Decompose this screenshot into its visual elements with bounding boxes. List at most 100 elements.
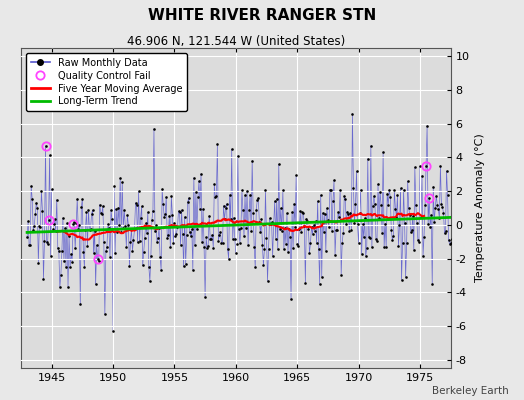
Point: [24, 218, 32, 224]
Point: [141, 220, 150, 226]
Point: [149, 208, 157, 215]
Point: [117, 228, 125, 235]
Point: [105, 225, 113, 232]
Point: [446, 240, 455, 247]
Point: [222, 201, 231, 207]
Point: [234, 152, 242, 159]
Point: [180, 214, 189, 220]
Point: [380, 243, 388, 250]
Point: [61, 225, 69, 232]
Point: [60, 258, 68, 264]
Point: [407, 228, 415, 235]
Point: [309, 222, 318, 228]
Point: [143, 230, 151, 236]
Point: [201, 294, 209, 300]
Point: [418, 172, 426, 179]
Point: [178, 231, 187, 237]
Point: [95, 201, 104, 208]
Point: [435, 215, 444, 221]
Point: [312, 240, 321, 246]
Point: [219, 240, 227, 246]
Point: [315, 280, 324, 287]
Point: [49, 225, 57, 232]
Point: [47, 252, 55, 259]
Point: [193, 226, 201, 232]
Point: [166, 244, 174, 250]
Point: [231, 236, 239, 242]
Point: [220, 202, 228, 209]
Point: [438, 204, 446, 210]
Point: [251, 264, 259, 270]
Point: [291, 224, 299, 230]
Point: [345, 228, 354, 234]
Point: [287, 296, 295, 302]
Point: [122, 243, 130, 250]
Point: [207, 236, 215, 242]
Point: [305, 250, 314, 256]
Point: [313, 198, 322, 204]
Point: [318, 274, 326, 280]
Point: [333, 226, 341, 233]
Point: [77, 204, 85, 210]
Point: [99, 203, 107, 209]
Point: [351, 201, 359, 208]
Point: [285, 226, 293, 232]
Point: [173, 224, 182, 231]
Point: [416, 163, 424, 170]
Point: [133, 202, 141, 209]
Point: [396, 185, 405, 192]
Point: [359, 234, 368, 240]
Point: [145, 264, 153, 270]
Point: [323, 205, 331, 212]
Point: [103, 244, 111, 250]
Point: [114, 204, 122, 211]
Point: [419, 252, 427, 259]
Point: [104, 221, 112, 228]
Point: [295, 226, 303, 232]
Point: [59, 215, 67, 221]
Point: [411, 164, 419, 171]
Point: [255, 219, 264, 225]
Point: [184, 195, 193, 201]
Point: [331, 252, 339, 258]
Point: [56, 284, 64, 290]
Point: [434, 206, 443, 213]
Point: [160, 214, 168, 220]
Point: [232, 249, 240, 256]
Point: [437, 201, 445, 208]
Point: [91, 227, 99, 234]
Point: [428, 280, 436, 287]
Point: [135, 188, 143, 194]
Point: [196, 206, 204, 212]
Point: [266, 220, 275, 227]
Point: [112, 206, 121, 212]
Point: [138, 262, 147, 268]
Point: [147, 252, 155, 259]
Point: [163, 235, 171, 241]
Point: [50, 216, 59, 222]
Point: [375, 214, 383, 221]
Point: [412, 202, 420, 208]
Point: [322, 248, 330, 254]
Point: [368, 244, 376, 251]
Point: [108, 216, 116, 222]
Point: [132, 200, 140, 206]
Point: [28, 196, 36, 202]
Point: [264, 278, 272, 284]
Point: [195, 178, 203, 184]
Point: [423, 122, 431, 129]
Point: [289, 245, 297, 252]
Point: [339, 229, 347, 236]
Point: [443, 192, 452, 198]
Point: [324, 217, 332, 224]
Point: [64, 284, 72, 290]
Point: [429, 183, 438, 190]
Point: [355, 210, 364, 216]
Point: [93, 256, 102, 262]
Point: [129, 237, 138, 243]
Point: [226, 216, 235, 222]
Point: [302, 216, 311, 222]
Point: [436, 163, 444, 169]
Point: [390, 187, 399, 194]
Point: [417, 214, 425, 220]
